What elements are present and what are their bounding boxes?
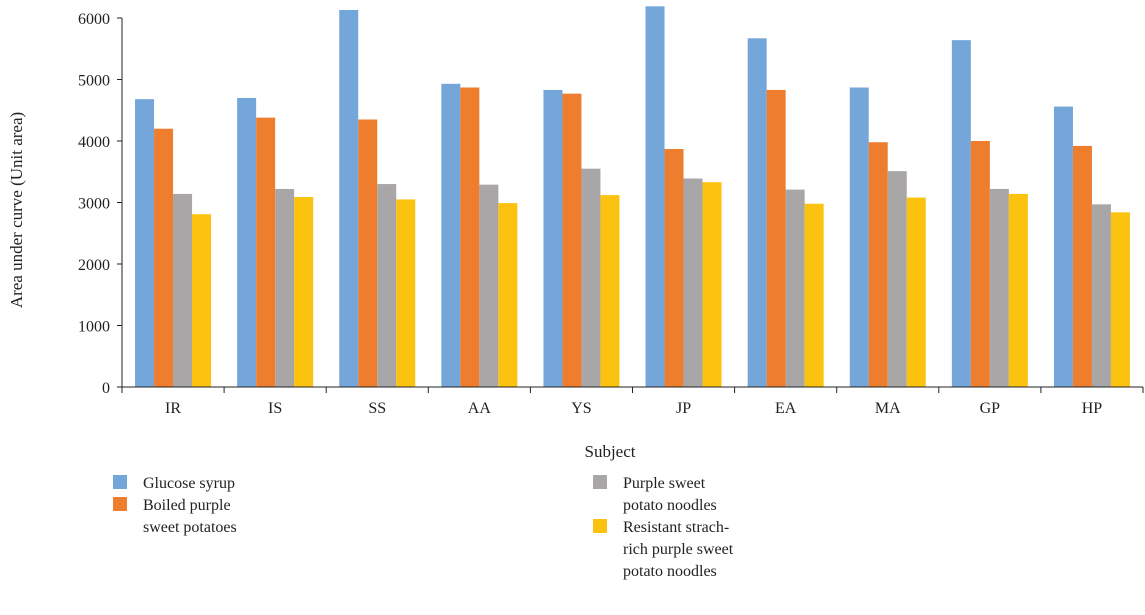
bars-group [135, 6, 1130, 388]
bar-aa-series-4 [498, 203, 518, 387]
bar-ma-series-2 [868, 142, 888, 387]
x-tick-label: HP [1082, 400, 1103, 417]
x-tick-label: AA [468, 400, 492, 417]
legend-label: Purple sweet potato noodles [623, 475, 717, 514]
bar-gp-series-3 [989, 188, 1009, 387]
y-tick-label: 6000 [78, 11, 110, 28]
y-axis-label: Area under curve (Unit area) [7, 112, 26, 308]
bar-ir-series-2 [154, 128, 174, 387]
y-tick-label: 0 [102, 380, 110, 397]
bar-jp-series-1 [645, 6, 665, 388]
y-tick-label: 2000 [78, 257, 110, 274]
x-axis-label: Subject [585, 442, 636, 461]
bar-aa-series-2 [460, 87, 480, 387]
bar-is-series-1 [237, 97, 257, 387]
bar-hp-series-4 [1110, 212, 1130, 387]
bar-ea-series-1 [747, 38, 767, 388]
bar-hp-series-2 [1072, 145, 1092, 387]
legend-swatch [593, 475, 607, 489]
y-tick-label: 3000 [78, 196, 110, 213]
bar-ys-series-3 [581, 168, 601, 387]
x-tick-label: YS [571, 400, 591, 417]
bar-ma-series-3 [887, 171, 907, 387]
bar-ir-series-4 [192, 214, 212, 387]
bar-ss-series-4 [396, 199, 416, 387]
bar-ma-series-4 [906, 197, 926, 387]
bar-ir-series-1 [135, 99, 155, 388]
bar-ea-series-4 [804, 203, 824, 387]
x-tick-label: GP [980, 400, 1001, 417]
legend-label: Boiled purple sweet potatoes [143, 497, 237, 536]
x-tick-label: EA [775, 400, 797, 417]
bar-ma-series-1 [849, 87, 869, 387]
bar-ys-series-1 [543, 89, 563, 387]
bar-ss-series-2 [358, 119, 378, 387]
x-tick-label: IS [268, 400, 282, 417]
bar-jp-series-4 [702, 182, 722, 387]
legend: Glucose syrup Boiled purple sweet potatoes… [113, 475, 734, 580]
bar-aa-series-3 [479, 184, 499, 387]
legend-swatch [113, 475, 127, 489]
y-tick-label: 4000 [78, 134, 110, 151]
y-ticks-group: 0 1000 2000 3000 4000 5000 6000 [78, 11, 122, 397]
y-tick-label: 1000 [78, 319, 110, 336]
bar-gp-series-2 [970, 141, 990, 387]
legend-label: Resistant strach-rich purple sweet potato… [623, 519, 734, 580]
legend-swatch [113, 497, 127, 511]
x-tick-label: JP [676, 400, 691, 417]
bar-jp-series-2 [664, 149, 684, 387]
bar-gp-series-4 [1008, 193, 1028, 387]
bar-is-series-4 [294, 196, 314, 387]
x-tick-label: IR [165, 400, 181, 417]
bar-hp-series-3 [1091, 204, 1111, 387]
bar-is-series-3 [275, 188, 295, 387]
bar-hp-series-1 [1053, 106, 1073, 387]
x-tick-label: SS [368, 400, 386, 417]
bar-ir-series-3 [173, 193, 193, 387]
bar-ea-series-2 [766, 89, 786, 387]
bar-ys-series-4 [600, 195, 620, 387]
legend-label: Glucose syrup [143, 475, 235, 492]
bar-jp-series-3 [683, 178, 703, 387]
y-tick-label: 5000 [78, 73, 110, 90]
bar-gp-series-1 [951, 40, 971, 387]
x-tick-label: MA [875, 400, 901, 417]
bar-ys-series-2 [562, 93, 582, 387]
bar-ss-series-1 [339, 10, 359, 387]
x-ticks-group: IR IS SS AA YS JP EA MA GP HP [121, 387, 1144, 417]
bar-aa-series-1 [441, 83, 461, 387]
bar-ss-series-3 [377, 184, 397, 387]
legend-swatch [593, 519, 607, 533]
bar-ea-series-3 [785, 189, 805, 387]
bar-is-series-2 [256, 117, 276, 387]
